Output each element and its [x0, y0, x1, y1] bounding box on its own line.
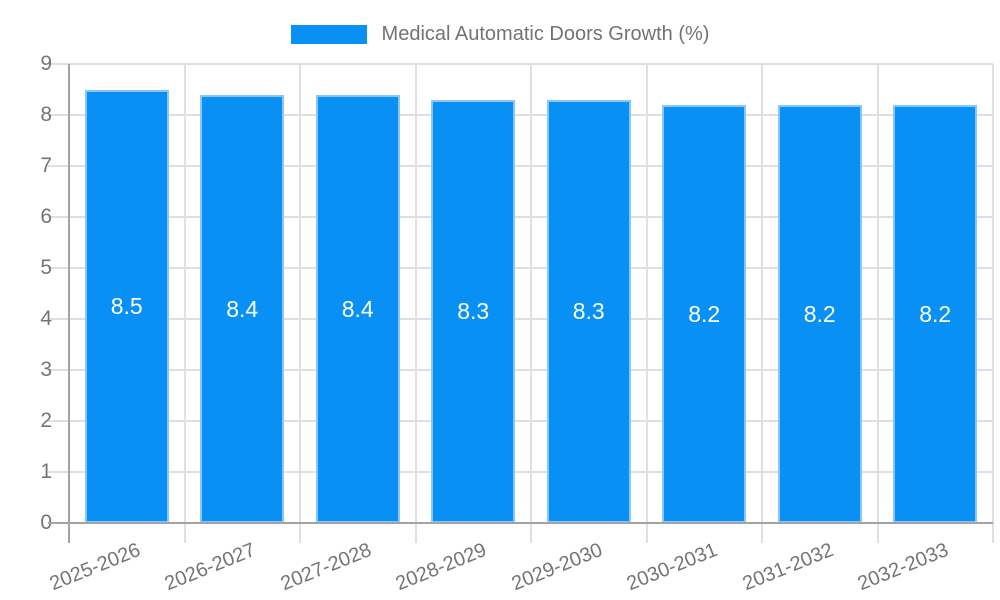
y-axis-tick-label: 7	[40, 154, 52, 177]
y-axis-tick-label: 2	[40, 409, 52, 432]
y-gridline	[48, 63, 993, 65]
bar-value-label: 8.3	[457, 298, 490, 325]
y-gridline	[48, 318, 993, 320]
y-gridline	[48, 216, 993, 218]
v-gridline	[530, 64, 532, 523]
x-axis-tick	[530, 523, 532, 543]
x-axis-tick	[876, 523, 879, 543]
x-axis-line	[48, 522, 993, 524]
v-gridline	[299, 64, 301, 523]
v-gridline	[414, 64, 417, 523]
bar	[84, 89, 169, 523]
y-axis-tick-label: 6	[40, 205, 52, 228]
x-axis-tick	[299, 523, 301, 543]
bar	[200, 94, 285, 523]
y-gridline	[48, 369, 993, 371]
y-gridline	[48, 471, 993, 473]
bar	[777, 104, 862, 523]
bar-value-label: 8.2	[803, 300, 836, 327]
v-gridline	[183, 64, 186, 523]
x-axis-tick	[645, 523, 648, 543]
bar-value-label: 8.4	[226, 295, 259, 322]
v-gridline	[645, 64, 648, 523]
x-axis-tick	[183, 523, 186, 543]
bar	[431, 99, 516, 523]
bar-value-label: 8.2	[688, 300, 721, 327]
bar-value-label: 8.5	[110, 293, 143, 320]
v-gridline	[876, 64, 879, 523]
bar-value-label: 8.3	[572, 298, 605, 325]
y-gridline	[48, 114, 993, 116]
x-axis-tick	[414, 523, 417, 543]
y-axis-line	[68, 64, 70, 543]
x-axis-tick	[761, 523, 763, 543]
bar	[546, 99, 631, 523]
y-axis-tick-label: 8	[40, 103, 52, 126]
y-gridline	[48, 420, 993, 422]
bar	[315, 94, 400, 523]
legend-swatch	[290, 24, 367, 44]
x-axis-tick	[992, 523, 994, 543]
v-gridline	[761, 64, 763, 523]
y-axis-tick-label: 3	[40, 358, 52, 381]
bar	[662, 104, 747, 523]
y-gridline	[48, 165, 993, 167]
y-axis-tick-label: 9	[40, 52, 52, 75]
y-gridline	[48, 267, 993, 269]
bar	[893, 104, 978, 523]
legend-label: Medical Automatic Doors Growth (%)	[381, 23, 710, 45]
bar-value-label: 8.4	[341, 295, 374, 322]
chart-legend[interactable]: Medical Automatic Doors Growth (%)	[0, 20, 1000, 48]
y-axis-tick-label: 5	[40, 256, 52, 279]
y-axis-tick-label: 1	[40, 460, 52, 483]
y-axis-tick-label: 0	[40, 511, 52, 534]
y-axis-tick-label: 4	[40, 307, 52, 330]
bar-value-label: 8.2	[919, 300, 952, 327]
v-gridline	[992, 64, 994, 523]
